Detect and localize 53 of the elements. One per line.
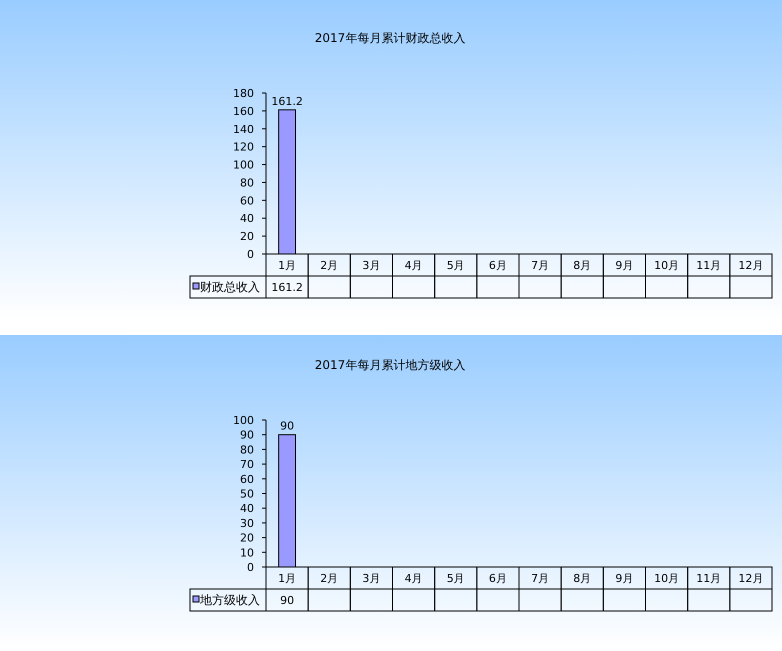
y-tick-label: 0 <box>247 561 254 574</box>
x-tick-label: 5月 <box>446 572 465 585</box>
x-tick-label: 12月 <box>738 259 764 272</box>
text: 161.2 <box>271 281 303 294</box>
x-tick-label: 7月 <box>531 259 550 272</box>
y-tick-label: 20 <box>240 532 254 545</box>
y-tick-label: 20 <box>240 230 254 244</box>
x-tick-label: 10月 <box>654 259 680 272</box>
y-tick-label: 60 <box>240 472 254 486</box>
x-tick-label: 1月 <box>278 259 296 272</box>
legend-label: 地方级收入 <box>199 593 260 607</box>
y-tick-label: 40 <box>240 502 254 516</box>
y-tick-label: 100 <box>233 158 254 172</box>
y-tick-label: 80 <box>240 443 254 456</box>
x-tick-label: 11月 <box>696 259 722 272</box>
x-tick-label: 12月 <box>738 572 764 585</box>
x-tick-label: 8月 <box>573 259 592 272</box>
x-tick-label: 8月 <box>573 572 592 585</box>
x-tick-label: 11月 <box>696 572 722 585</box>
y-tick-label: 80 <box>240 176 254 190</box>
x-tick-label: 5月 <box>446 259 465 272</box>
y-tick-label: 120 <box>233 140 254 154</box>
y-tick-label: 0 <box>247 248 254 261</box>
x-tick-label: 3月 <box>362 259 380 272</box>
x-tick-label: 6月 <box>488 572 507 585</box>
y-tick-label: 70 <box>240 458 254 472</box>
y-tick-label: 180 <box>233 87 254 100</box>
y-tick-label: 90 <box>240 428 254 442</box>
data-label: 161.2 <box>271 94 303 108</box>
legend-label: 财政总收入 <box>200 280 260 294</box>
x-tick-label: 1月 <box>278 572 296 585</box>
y-tick-label: 50 <box>240 488 254 500</box>
y-tick-label: 140 <box>233 122 254 136</box>
x-tick-label: 2月 <box>320 572 338 585</box>
y-tick-label: 30 <box>240 516 254 530</box>
y-tick-label: 40 <box>240 212 254 226</box>
data-label: 90 <box>280 420 294 433</box>
x-tick-label: 9月 <box>615 572 634 585</box>
x-tick-label: 7月 <box>531 572 550 585</box>
x-tick-label: 4月 <box>404 259 423 272</box>
x-tick-label: 2月 <box>320 259 338 272</box>
y-tick-label: 10 <box>240 546 254 560</box>
chart-title: 2017年每月累计财政总收入 <box>314 31 466 45</box>
text: 90 <box>280 594 294 607</box>
x-tick-label: 4月 <box>404 572 423 585</box>
x-tick-label: 9月 <box>615 259 634 272</box>
chart-title: 2017年每月累计地方级收入 <box>314 358 466 372</box>
x-tick-label: 10月 <box>654 572 680 585</box>
x-tick-label: 6月 <box>488 259 507 272</box>
y-tick-label: 60 <box>240 194 254 208</box>
y-tick-label: 160 <box>233 104 254 118</box>
x-tick-label: 3月 <box>362 572 380 585</box>
y-tick-label: 100 <box>233 414 254 427</box>
